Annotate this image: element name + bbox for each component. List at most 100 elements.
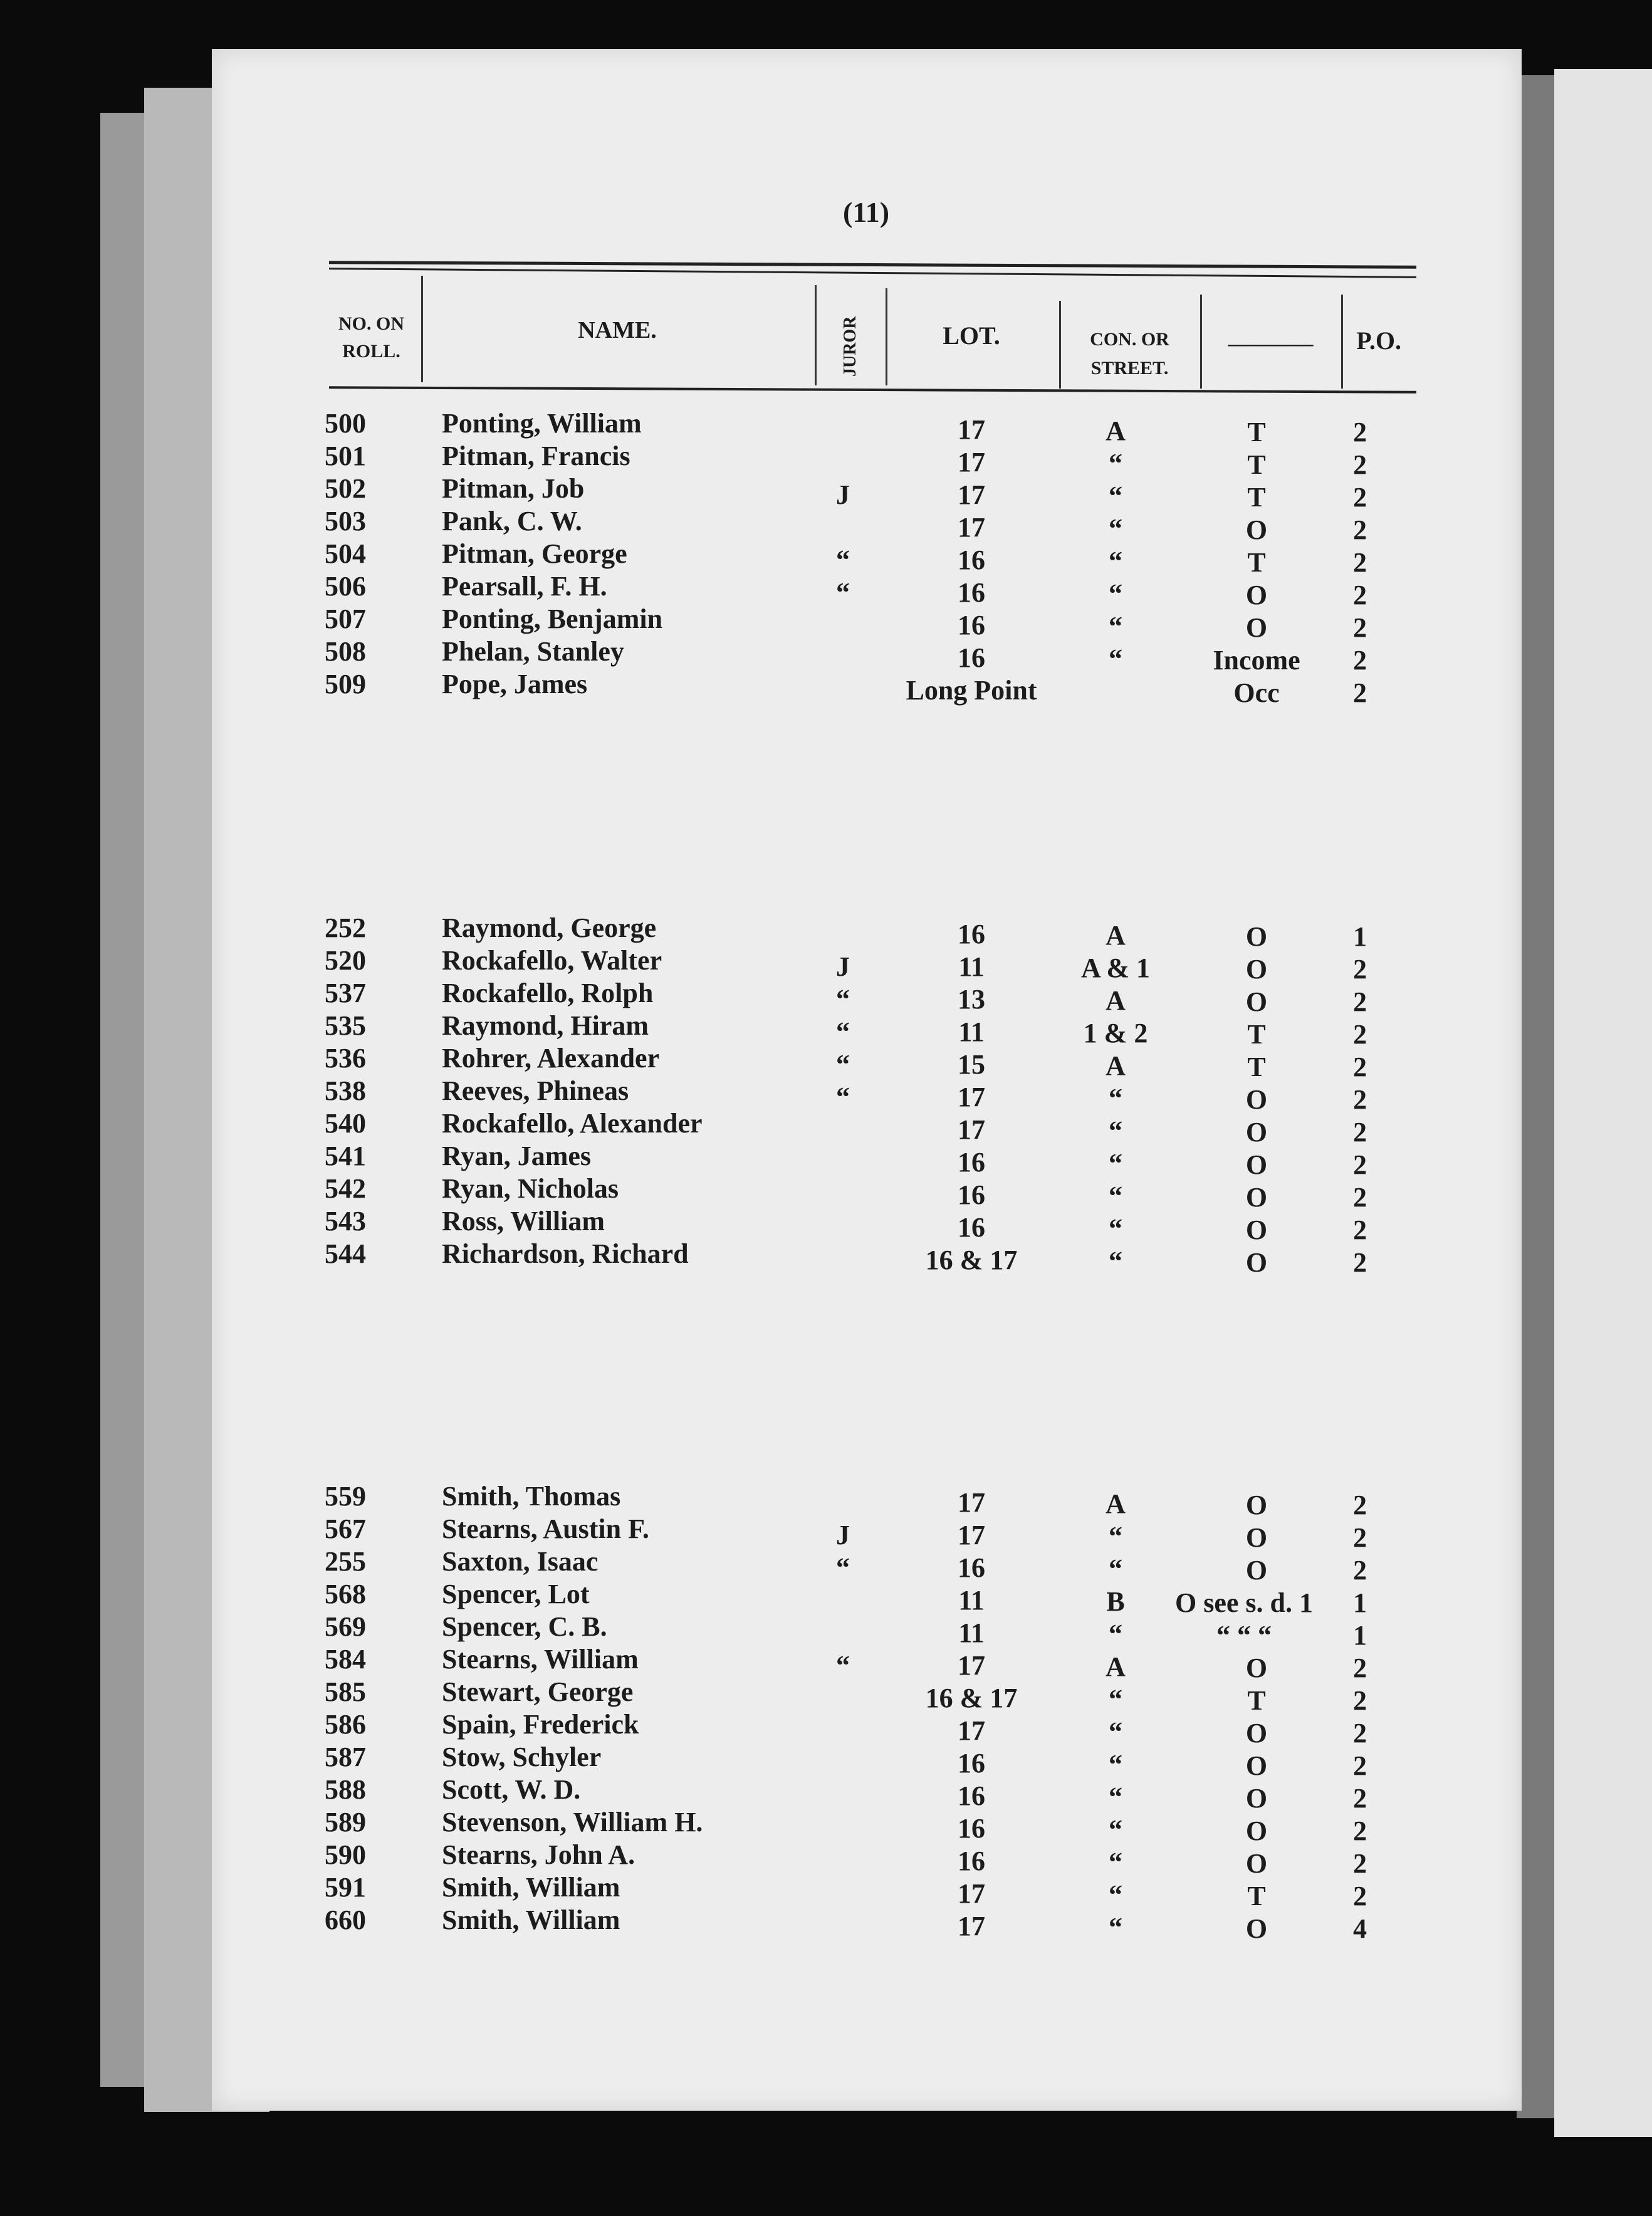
header-lot: LOT. bbox=[943, 321, 1000, 350]
cell-roll-number: 255 bbox=[325, 1546, 366, 1577]
cell-concession-or-street: “ bbox=[1109, 1879, 1122, 1910]
cell-roll-number: 586 bbox=[325, 1709, 366, 1740]
cell-tax-class: O bbox=[1245, 1750, 1268, 1781]
cell-tax-class: O bbox=[1245, 580, 1268, 610]
cell-roll-number: 509 bbox=[325, 669, 366, 699]
cell-roll-number: 543 bbox=[325, 1206, 366, 1236]
cell-name: Spencer, Lot bbox=[442, 1579, 590, 1609]
cell-lot: 11 bbox=[958, 951, 985, 982]
cell-name: Ross, William bbox=[442, 1206, 605, 1236]
header-con-or-street: CON. OR STREET. bbox=[1062, 329, 1197, 379]
cell-name: Phelan, Stanley bbox=[442, 636, 624, 667]
cell-name: Pank, C. W. bbox=[442, 506, 582, 536]
cell-concession-or-street: “ bbox=[1109, 481, 1122, 511]
cell-lot: 17 bbox=[958, 479, 985, 510]
cell-roll-number: 589 bbox=[325, 1807, 366, 1837]
cell-tax-class: O bbox=[1245, 612, 1268, 643]
cell-post-office: 2 bbox=[1353, 417, 1367, 447]
cell-roll-number: 504 bbox=[325, 538, 366, 569]
cell-lot: 11 bbox=[958, 1017, 985, 1047]
cell-tax-class: Occ bbox=[1233, 677, 1280, 708]
cell-tax-class: Income bbox=[1213, 645, 1300, 676]
cell-post-office: 2 bbox=[1353, 986, 1367, 1017]
cell-post-office: 2 bbox=[1353, 1685, 1367, 1716]
cell-post-office: 2 bbox=[1353, 1117, 1367, 1147]
cell-lot: 17 bbox=[958, 1520, 985, 1550]
cell-name: Smith, Thomas bbox=[442, 1481, 621, 1512]
cell-name: Pearsall, F. H. bbox=[442, 571, 607, 602]
cell-roll-number: 500 bbox=[325, 408, 366, 439]
cell-concession-or-street: “ bbox=[1109, 1749, 1122, 1780]
cell-post-office: 2 bbox=[1353, 1052, 1367, 1082]
cell-roll-number: 507 bbox=[325, 604, 366, 634]
cell-lot: 16 bbox=[958, 642, 985, 673]
cell-roll-number: 590 bbox=[325, 1839, 366, 1870]
cell-juror-mark: “ bbox=[836, 1552, 850, 1583]
cell-juror-mark: J bbox=[836, 479, 850, 510]
cell-post-office: 2 bbox=[1353, 1555, 1367, 1586]
cell-concession-or-street: “ bbox=[1109, 1554, 1122, 1584]
cell-concession-or-street: “ bbox=[1109, 578, 1122, 609]
cell-name: Smith, William bbox=[442, 1905, 620, 1935]
cell-lot: 17 bbox=[958, 512, 985, 543]
cell-post-office: 2 bbox=[1353, 1848, 1367, 1879]
cell-tax-class: O bbox=[1245, 921, 1268, 952]
cell-post-office: 2 bbox=[1353, 547, 1367, 578]
cell-roll-number: 544 bbox=[325, 1238, 366, 1269]
header-no-on-roll: NO. ON ROLL. bbox=[323, 313, 420, 362]
cell-roll-number: 559 bbox=[325, 1481, 366, 1512]
cell-juror-mark: “ bbox=[836, 1049, 850, 1080]
cell-tax-class: O bbox=[1245, 1783, 1268, 1814]
facing-page-edge bbox=[1554, 69, 1652, 2137]
cell-roll-number: 541 bbox=[325, 1141, 366, 1171]
cell-lot: 16 bbox=[958, 1147, 985, 1178]
cell-concession-or-street: “ bbox=[1109, 1246, 1122, 1277]
header-juror: JUROR bbox=[840, 316, 860, 377]
cell-juror-mark: “ bbox=[836, 1082, 850, 1112]
header-con-line1: CON. OR bbox=[1090, 329, 1169, 350]
cell-concession-or-street: “ bbox=[1109, 546, 1122, 577]
cell-roll-number: 569 bbox=[325, 1611, 366, 1642]
cell-post-office: 1 bbox=[1353, 921, 1367, 952]
cell-lot: 16 bbox=[958, 610, 985, 640]
cell-tax-class: O bbox=[1245, 515, 1268, 545]
cell-post-office: 2 bbox=[1353, 1750, 1367, 1781]
cell-lot: 17 bbox=[958, 1487, 985, 1518]
cell-concession-or-street: “ bbox=[1109, 644, 1122, 674]
cell-post-office: 2 bbox=[1353, 1149, 1367, 1180]
cell-concession-or-street: A bbox=[1106, 985, 1126, 1016]
cell-concession-or-street: “ bbox=[1109, 1684, 1122, 1715]
cell-post-office: 2 bbox=[1353, 1490, 1367, 1520]
cell-name: Raymond, George bbox=[442, 912, 657, 943]
cell-roll-number: 542 bbox=[325, 1173, 366, 1204]
cell-post-office: 2 bbox=[1353, 1881, 1367, 1911]
cell-tax-class: O bbox=[1245, 1718, 1268, 1748]
cell-lot: 16 bbox=[958, 1846, 985, 1876]
cell-lot: 16 & 17 bbox=[925, 1245, 1018, 1275]
cell-lot: 16 bbox=[958, 1552, 985, 1583]
cell-post-office: 2 bbox=[1353, 580, 1367, 610]
cell-name: Rockafello, Alexander bbox=[442, 1108, 703, 1139]
cell-lot: 17 bbox=[958, 414, 985, 445]
cell-concession-or-street: “ bbox=[1109, 1083, 1122, 1114]
cell-roll-number: 501 bbox=[325, 441, 366, 471]
cell-post-office: 2 bbox=[1353, 1084, 1367, 1115]
cell-lot: 16 bbox=[958, 545, 985, 575]
cell-lot: 17 bbox=[958, 447, 985, 478]
cell-concession-or-street: A bbox=[1106, 416, 1126, 446]
cell-name: Raymond, Hiram bbox=[442, 1010, 649, 1041]
column-divider bbox=[1200, 295, 1202, 389]
cell-concession-or-street: “ bbox=[1109, 1619, 1122, 1649]
cell-tax-class: O bbox=[1245, 1816, 1268, 1846]
cell-lot: 16 bbox=[958, 919, 985, 949]
cell-juror-mark: “ bbox=[836, 1650, 850, 1681]
cell-concession-or-street: “ bbox=[1109, 448, 1122, 479]
cell-lot: 16 bbox=[958, 1780, 985, 1811]
cell-concession-or-street: A bbox=[1106, 1651, 1126, 1682]
cell-tax-class: O bbox=[1245, 1555, 1268, 1586]
cell-concession-or-street: “ bbox=[1109, 1116, 1122, 1146]
cell-name: Stow, Schyler bbox=[442, 1742, 602, 1772]
cell-roll-number: 584 bbox=[325, 1644, 366, 1675]
cell-concession-or-street: “ bbox=[1109, 1912, 1122, 1943]
cell-roll-number: 567 bbox=[325, 1513, 366, 1544]
